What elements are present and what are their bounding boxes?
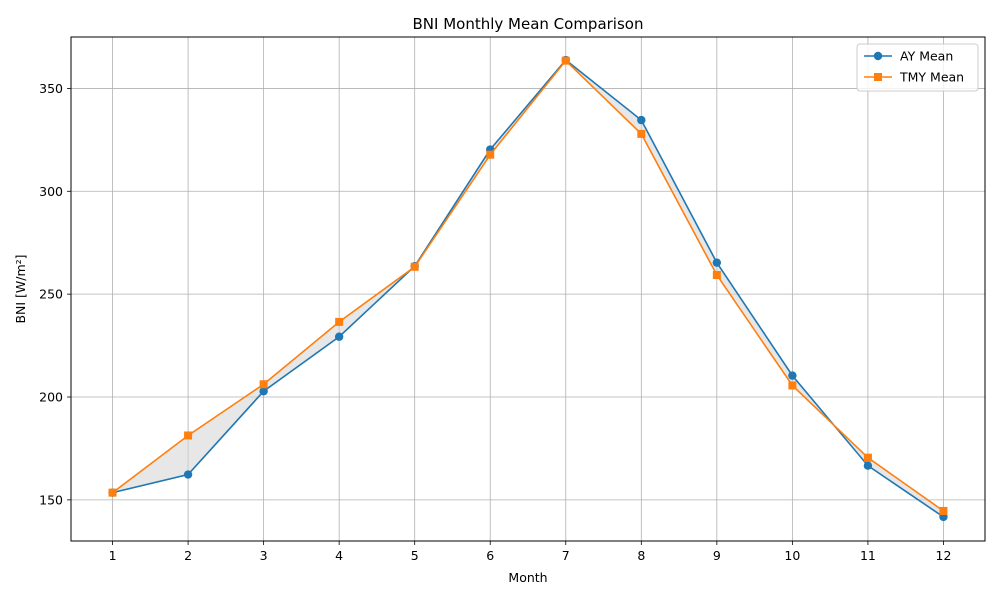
data-point xyxy=(939,506,948,515)
y-tick-label: 250 xyxy=(39,287,63,302)
legend-entry: AY Mean xyxy=(864,49,953,64)
data-point xyxy=(788,371,797,380)
x-tick-label: 7 xyxy=(562,548,570,563)
y-axis-title: BNI [W/m²] xyxy=(13,254,28,323)
x-axis-ticks: 1 2 3 4 5 6 7 8 9 10 11 12 xyxy=(109,541,952,563)
data-point xyxy=(108,488,117,497)
x-tick-label: 6 xyxy=(486,548,494,563)
y-axis-ticks: 150 200 250 300 350 xyxy=(39,81,71,507)
plot-frame xyxy=(70,36,986,542)
data-point xyxy=(712,271,721,280)
legend-marker xyxy=(873,51,883,61)
x-tick-label: 8 xyxy=(637,548,645,563)
series-line xyxy=(112,58,944,518)
y-tick-label: 300 xyxy=(39,184,63,199)
data-point xyxy=(561,56,570,65)
x-tick-label: 2 xyxy=(184,548,192,563)
grid xyxy=(71,37,985,541)
data-point xyxy=(259,387,268,396)
legend-marker xyxy=(874,73,882,81)
y-tick-label: 350 xyxy=(39,81,63,96)
data-point xyxy=(788,381,797,390)
data-point xyxy=(334,332,344,341)
data-point xyxy=(712,258,722,267)
legend: AY Mean TMY Mean xyxy=(856,43,979,92)
legend-label: TMY Mean xyxy=(899,70,964,85)
y-tick-label: 150 xyxy=(39,492,63,507)
x-tick-label: 3 xyxy=(260,548,268,563)
x-tick-label: 5 xyxy=(411,548,419,563)
data-point xyxy=(863,453,872,462)
chart-title: BNI Monthly Mean Comparison xyxy=(413,15,644,33)
x-tick-label: 4 xyxy=(335,548,343,563)
x-tick-label: 9 xyxy=(713,548,721,563)
x-tick-label: 11 xyxy=(860,548,876,563)
data-point xyxy=(637,115,646,125)
data-point xyxy=(259,380,268,389)
data-point xyxy=(184,431,193,440)
x-axis-title: Month xyxy=(508,570,547,585)
series-group xyxy=(108,55,948,522)
legend-entry: TMY Mean xyxy=(864,70,964,85)
data-point xyxy=(183,470,193,479)
legend-entries: AY Mean TMY Mean xyxy=(864,49,964,85)
data-point xyxy=(637,129,646,138)
x-tick-label: 12 xyxy=(936,548,952,563)
series-line xyxy=(112,59,944,512)
legend-label: AY Mean xyxy=(900,49,953,64)
series-2 xyxy=(108,56,948,515)
data-point xyxy=(335,317,344,326)
x-tick-label: 10 xyxy=(784,548,800,563)
data-point xyxy=(410,262,419,271)
data-point xyxy=(486,150,495,159)
data-point xyxy=(863,461,873,470)
y-tick-label: 200 xyxy=(39,390,63,405)
x-tick-label: 1 xyxy=(109,548,117,563)
